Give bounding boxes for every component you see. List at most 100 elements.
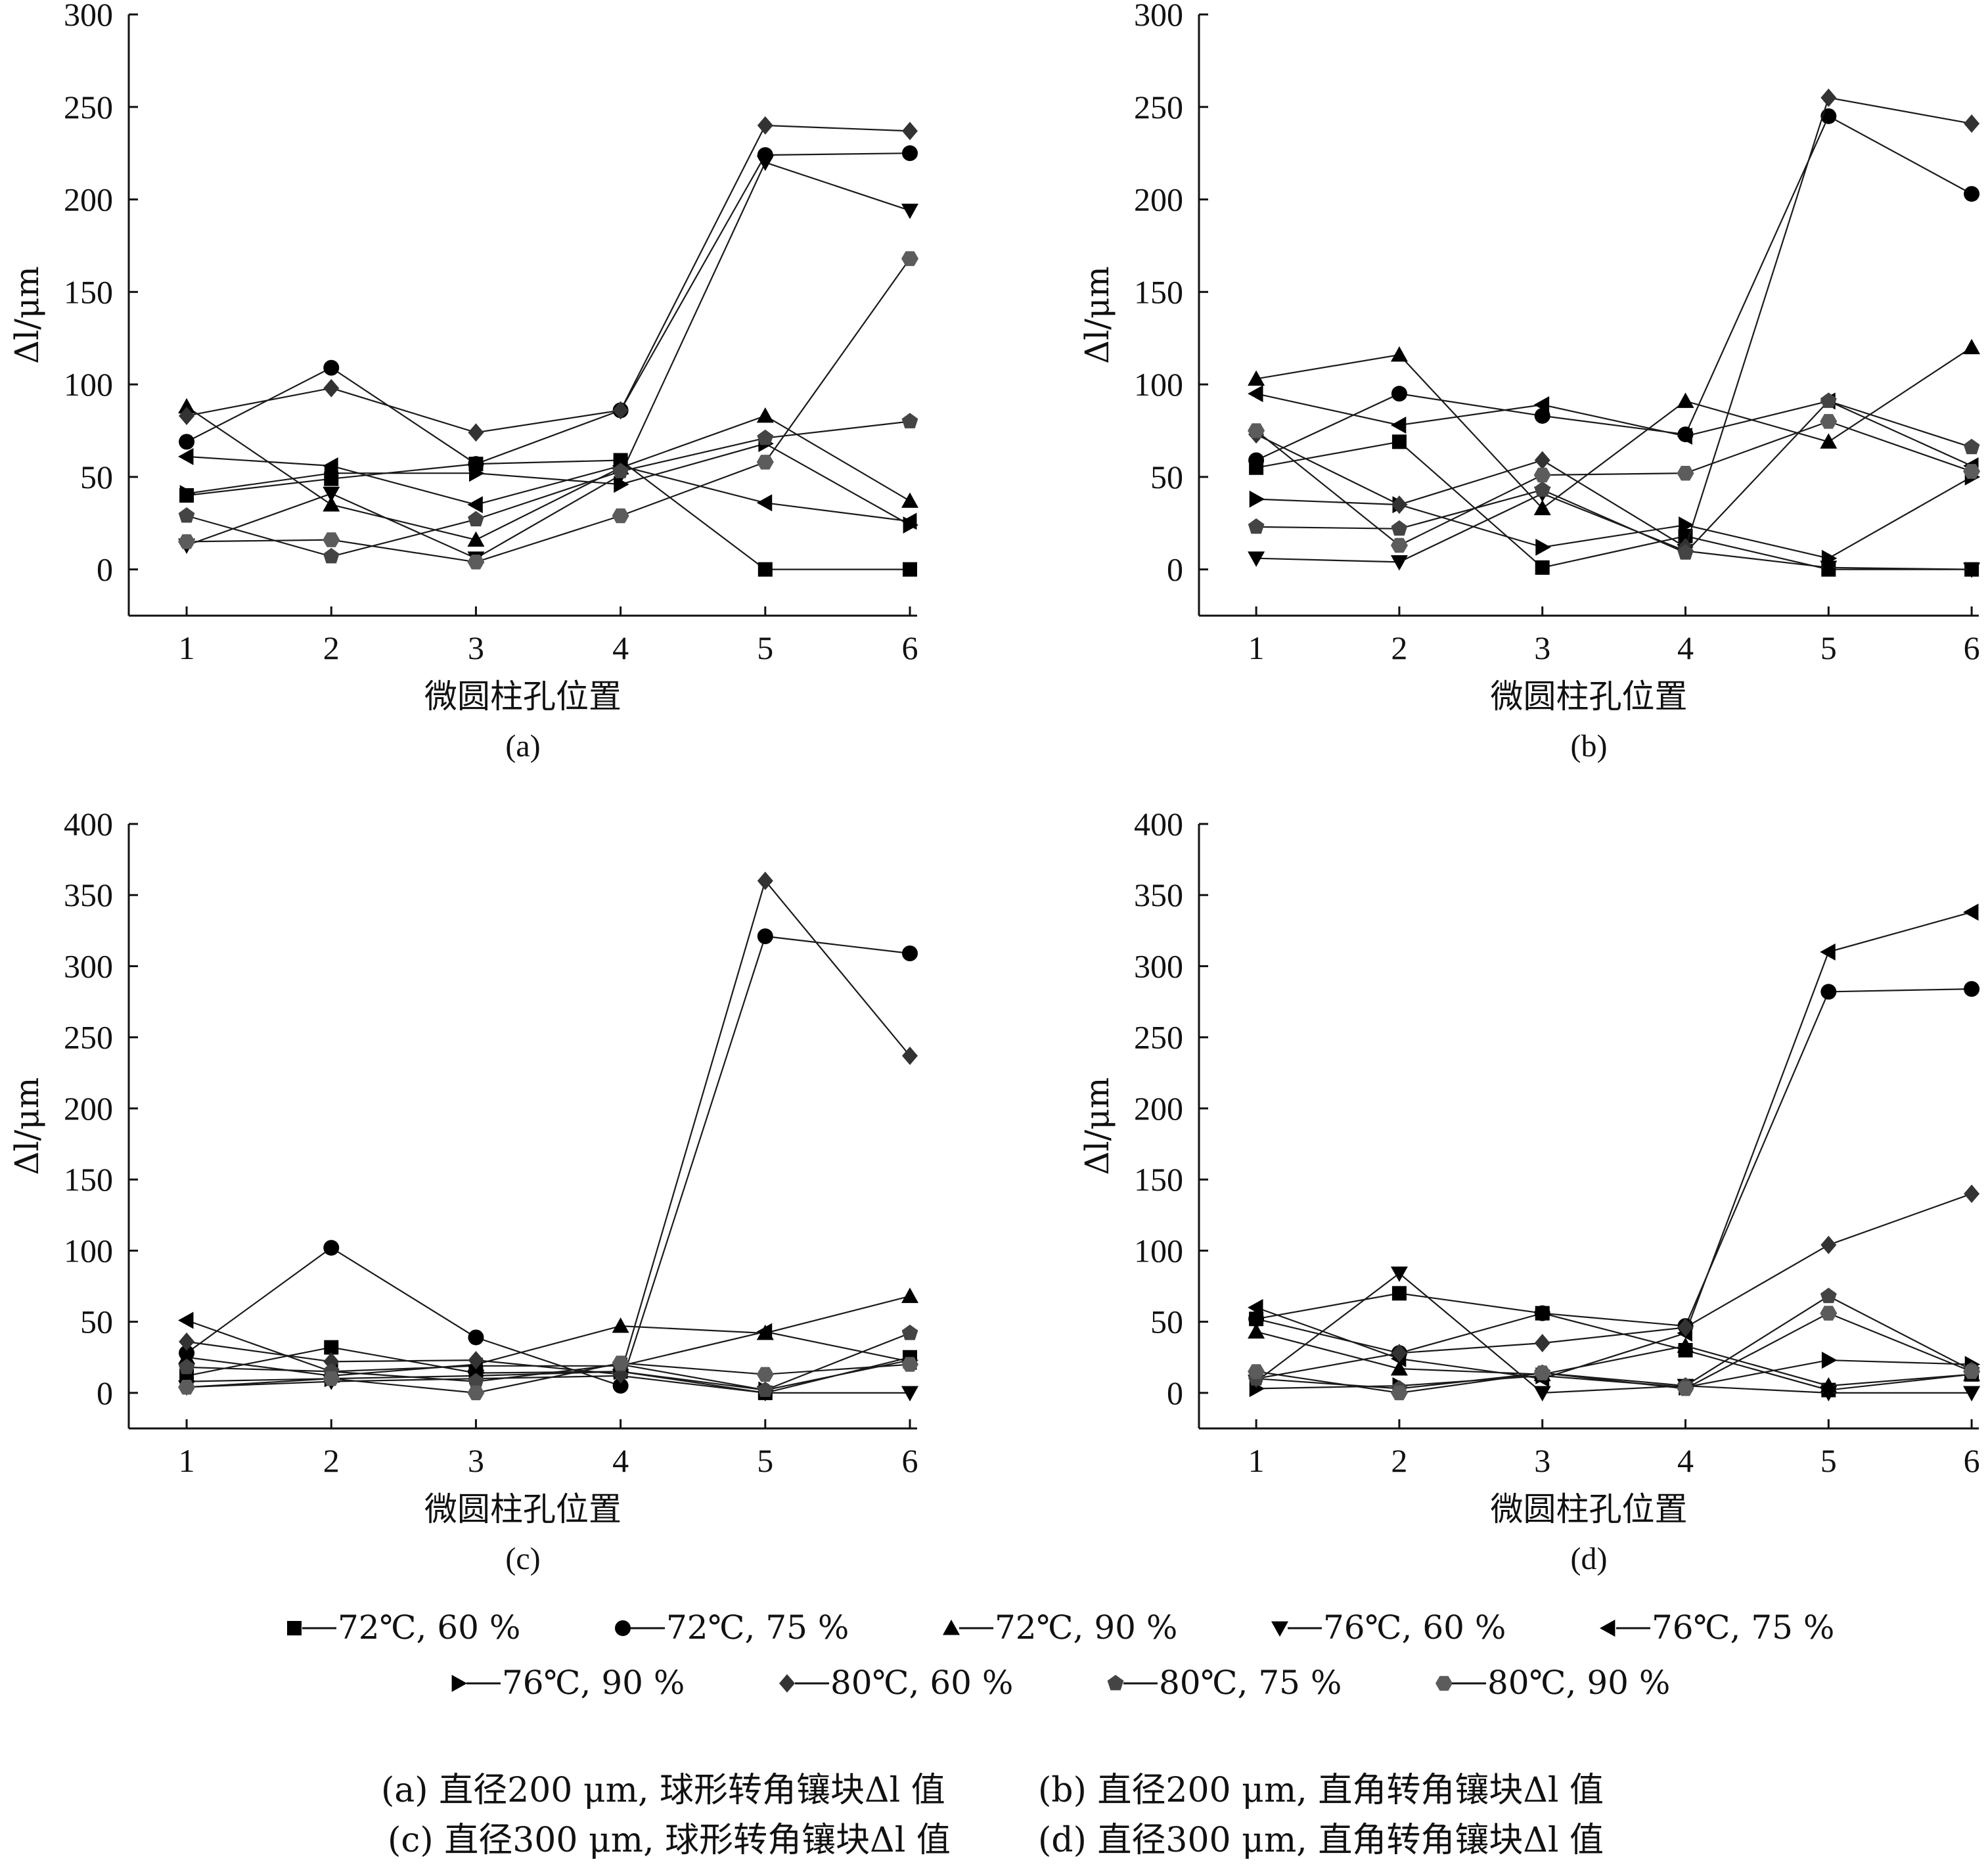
data-point	[1248, 1323, 1265, 1339]
series-line	[187, 258, 911, 563]
x-tick-label: 3	[468, 629, 484, 666]
data-point	[1391, 1286, 1407, 1301]
data-point	[1391, 1344, 1407, 1363]
legend-label: 80℃, 75 %	[1159, 1664, 1342, 1702]
series-line	[186, 152, 911, 465]
series-line	[1256, 1359, 1972, 1390]
series-4	[1248, 486, 1981, 578]
series-2	[179, 928, 918, 1394]
data-point	[1820, 433, 1838, 449]
series-7	[179, 116, 918, 442]
caption-d: (d) 直径300 μm, 直角转角镶块Δl 值	[1038, 1821, 1604, 1860]
data-point	[1677, 427, 1692, 445]
data-point	[323, 486, 340, 503]
x-tick-label: 2	[323, 1442, 340, 1479]
data-point	[1820, 943, 1836, 961]
data-point	[1534, 451, 1550, 470]
data-point	[1963, 1386, 1981, 1401]
legend-marker	[1271, 1621, 1288, 1637]
y-tick-label: 50	[80, 1304, 113, 1340]
y-tick-label: 50	[1150, 1304, 1183, 1340]
data-point	[1391, 520, 1408, 536]
data-point	[1964, 981, 1980, 997]
series-line	[186, 935, 911, 1387]
legend: 72℃, 60 % 72℃, 75 % 72℃, 90 % 76℃, 60 % 76℃,…	[287, 1608, 1834, 1702]
series-line	[186, 124, 911, 434]
y-axis-label: Δl/μm	[1078, 1078, 1116, 1175]
legend-label: 72℃, 75 %	[666, 1608, 849, 1647]
data-point	[1964, 114, 1980, 133]
x-tick-label: 5	[757, 1442, 773, 1479]
data-point	[1964, 186, 1980, 202]
data-point	[1390, 537, 1408, 553]
data-point	[468, 511, 484, 527]
series-line	[1255, 988, 1972, 1354]
y-tick-label: 350	[1134, 877, 1183, 913]
x-tick-label: 4	[1677, 1442, 1694, 1479]
y-tick-label: 300	[1134, 0, 1183, 33]
data-point	[757, 562, 773, 577]
data-point	[1677, 392, 1694, 408]
x-tick-label: 6	[1964, 1442, 1980, 1479]
data-point	[468, 1329, 484, 1346]
legend-marker	[1435, 1675, 1453, 1691]
data-point	[757, 429, 774, 445]
data-point	[756, 1367, 774, 1382]
data-point	[901, 413, 918, 428]
data-point	[1248, 1299, 1263, 1316]
x-tick-label: 3	[1534, 629, 1550, 666]
series-line	[186, 1295, 911, 1377]
data-point	[757, 1381, 774, 1398]
series-line	[186, 443, 911, 526]
series-line	[186, 421, 911, 558]
data-point	[1820, 984, 1837, 1000]
data-point	[1533, 396, 1550, 414]
caption-a: (a) 直径200 μm, 球形转角镶块Δl 值	[381, 1771, 945, 1810]
series-1	[1249, 434, 1979, 577]
data-point	[1390, 1360, 1408, 1376]
series-3	[178, 398, 918, 547]
data-point	[901, 122, 918, 141]
data-point	[901, 492, 918, 508]
data-point	[902, 562, 917, 577]
legend-label: 80℃, 90 %	[1487, 1664, 1670, 1702]
data-point	[1820, 414, 1838, 429]
series-line	[187, 455, 911, 522]
series-8	[178, 413, 918, 564]
x-tick-label: 4	[612, 1442, 629, 1479]
series-5	[1248, 903, 1979, 1388]
series-line	[1255, 115, 1972, 461]
data-point	[1534, 481, 1551, 497]
panel-b: 0 50 100 150 200 250 300 1 2 3 4 5 6 微圆柱孔位置 Δl/μm (b)	[1078, 0, 1981, 763]
series-line	[186, 405, 911, 541]
data-point	[903, 516, 918, 534]
panel-a: 0 50 100 150 200 250 300 1 2 3 4 5 6 微圆柱孔位置 Δl/μm (a)	[8, 0, 918, 763]
series-line	[1255, 1331, 1972, 1387]
y-tick-label: 150	[64, 1161, 113, 1198]
series-line	[1255, 393, 1972, 467]
series-5	[1248, 385, 1979, 474]
data-point	[1963, 903, 1979, 921]
data-point	[757, 116, 773, 135]
series-6	[179, 1352, 918, 1399]
x-tick-label: 3	[468, 1442, 484, 1479]
data-point	[1534, 1305, 1550, 1321]
data-point	[1535, 538, 1551, 556]
data-point	[612, 1378, 629, 1394]
data-point	[469, 465, 485, 482]
x-axis-label: 微圆柱孔位置	[424, 1490, 621, 1528]
series-8	[178, 1325, 918, 1398]
data-point	[178, 1380, 196, 1395]
legend-marker	[287, 1621, 302, 1635]
data-point	[1248, 370, 1265, 386]
data-point	[1248, 551, 1265, 567]
legend-label: 72℃, 90 %	[995, 1608, 1177, 1647]
y-axis-label: Δl/μm	[8, 1078, 46, 1175]
legend-marker	[615, 1620, 631, 1636]
data-point	[1679, 516, 1694, 534]
data-point	[468, 1373, 484, 1389]
x-tick-label: 2	[1391, 629, 1407, 666]
data-point	[1248, 423, 1265, 438]
data-point	[1963, 1364, 1981, 1379]
series-line	[1255, 346, 1972, 510]
